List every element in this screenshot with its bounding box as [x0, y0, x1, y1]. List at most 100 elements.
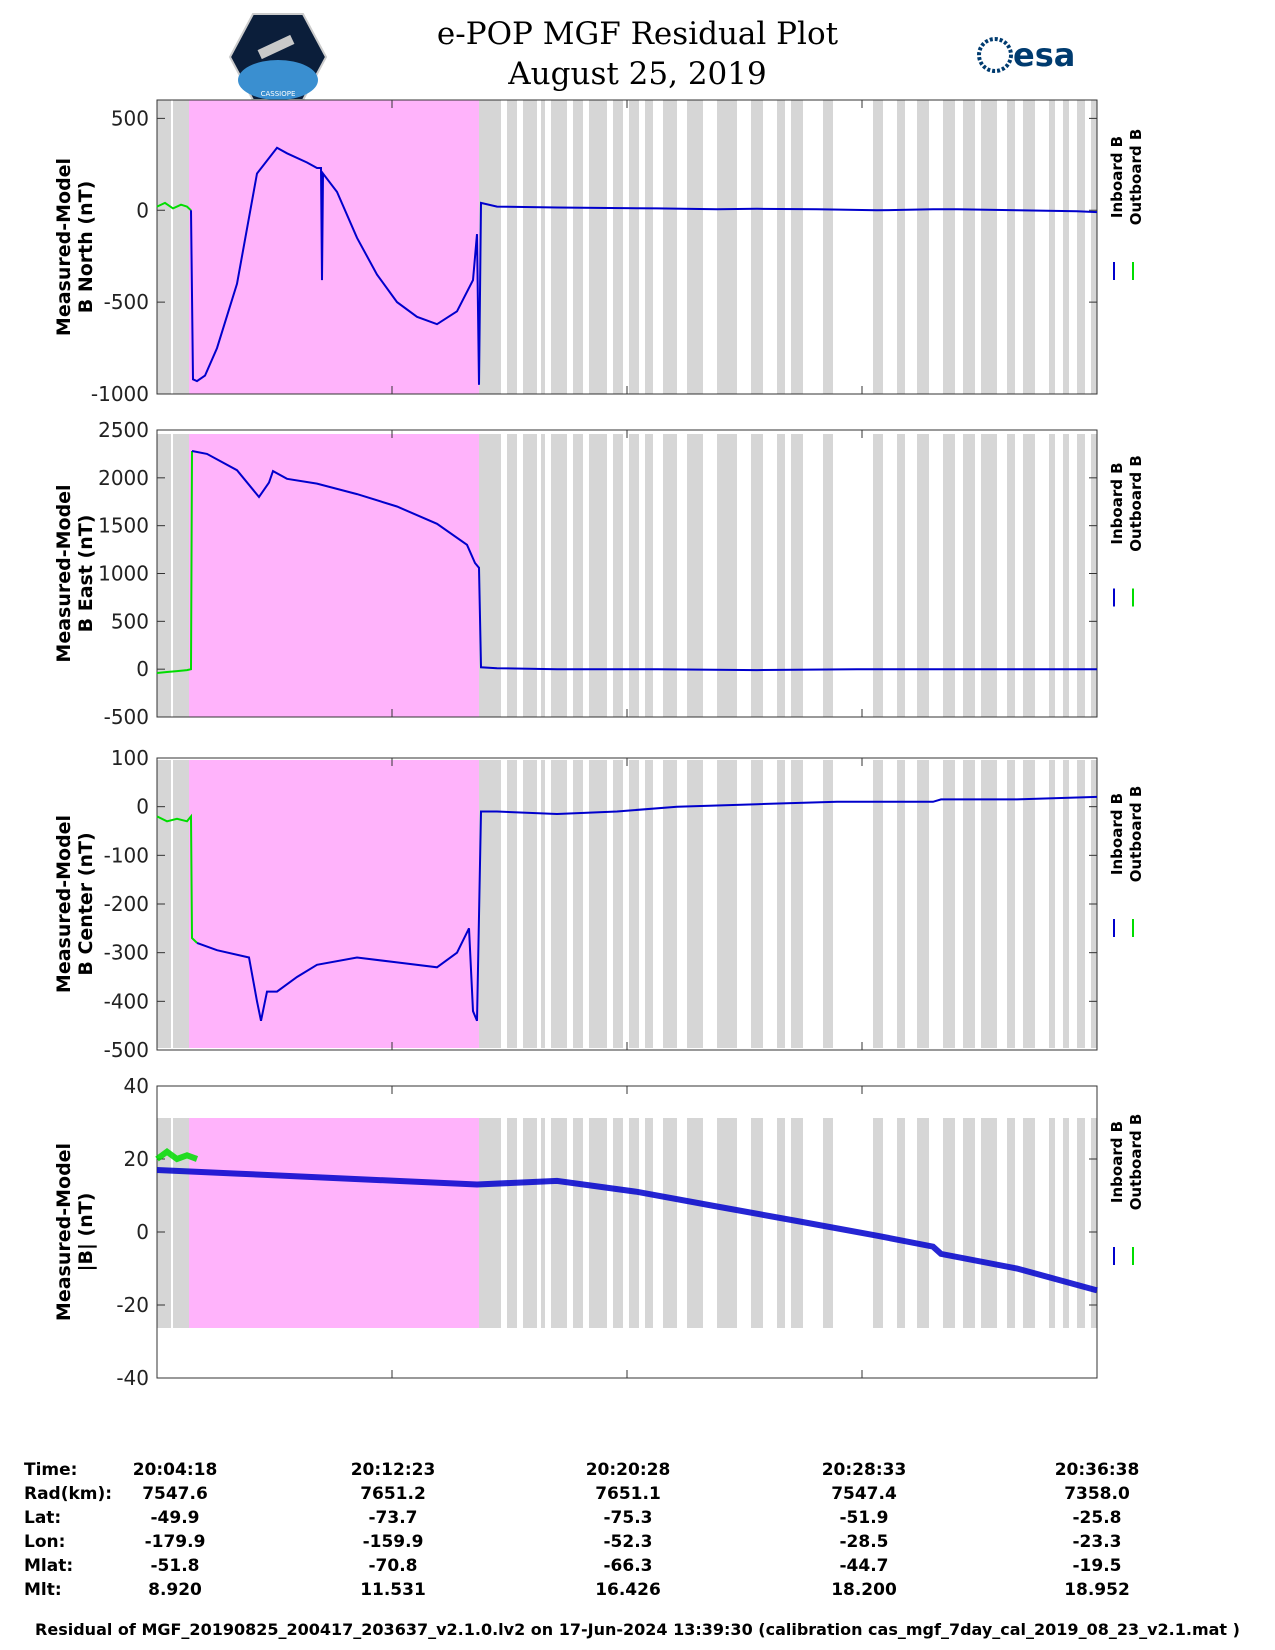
gray-band: [1023, 1118, 1035, 1328]
gray-band: [897, 760, 905, 1048]
table-cell: 7547.4: [831, 1484, 897, 1504]
y-axis-title-line: Measured-Model: [53, 158, 75, 336]
legend-outboard: Outboard B: [1127, 129, 1145, 226]
y-tick-label: -200: [104, 892, 149, 916]
gray-band: [823, 100, 833, 394]
y-tick-label: -500: [104, 1038, 149, 1062]
gray-band: [823, 1118, 833, 1328]
gray-band: [541, 434, 545, 717]
gray-band: [523, 760, 537, 1048]
gray-band: [687, 760, 703, 1048]
table-cell: -75.3: [603, 1508, 653, 1528]
legend-outboard: Outboard B: [1127, 1114, 1145, 1211]
table-cell: 20:28:33: [821, 1460, 907, 1480]
footer-caption: Residual of MGF_20190825_200417_203637_v…: [35, 1620, 1240, 1639]
gray-band: [173, 760, 189, 1048]
y-tick-label: -40: [116, 1366, 149, 1390]
gray-band: [1023, 760, 1035, 1048]
gray-band: [613, 434, 623, 717]
gray-band: [943, 434, 955, 717]
gray-band: [1007, 1118, 1015, 1328]
table-row: Mlat: -51.8 -70.8 -66.3 -44.7 -19.5: [0, 1556, 1275, 1580]
table-cell: 18.952: [1064, 1580, 1130, 1600]
y-tick-label: 0: [136, 1220, 149, 1244]
gray-band: [589, 760, 607, 1048]
y-axis-title-line: |B| (nT): [75, 1193, 97, 1272]
gray-band: [1091, 100, 1097, 394]
gray-band: [1063, 760, 1069, 1048]
gray-band: [917, 760, 929, 1048]
table-cell: -44.7: [839, 1556, 889, 1576]
gray-band: [541, 100, 545, 394]
gray-band: [1023, 100, 1035, 394]
chart-title: e-POP MGF Residual Plot August 25, 2019: [0, 14, 1275, 94]
table-cell: -28.5: [839, 1532, 889, 1552]
table-cell: -23.3: [1072, 1532, 1122, 1552]
table-cell: 7651.1: [595, 1484, 661, 1504]
gray-band: [645, 760, 653, 1048]
gray-band: [523, 434, 537, 717]
gray-band: [1077, 1118, 1085, 1328]
gray-band: [943, 100, 955, 394]
y-tick-label: 0: [136, 795, 149, 819]
legend-inboard: Inboard B: [1108, 1121, 1126, 1203]
legend-outboard: Outboard B: [1127, 455, 1145, 552]
y-tick-label: 20: [124, 1147, 149, 1171]
series-line: [156, 201, 192, 212]
y-axis-title-line: Measured-Model: [53, 815, 75, 993]
gray-band: [541, 1118, 545, 1328]
y-axis-title-line: Measured-Model: [53, 1143, 75, 1321]
gray-band: [963, 100, 975, 394]
table-cell: -70.8: [368, 1556, 418, 1576]
date-line: August 25, 2019: [508, 56, 767, 92]
gray-band: [629, 760, 639, 1048]
y-tick-label: -300: [104, 941, 149, 965]
gray-band: [873, 1118, 883, 1328]
gray-band: [507, 434, 517, 717]
legend-inboard: Inboard B: [1108, 793, 1126, 875]
table-row: Time: 20:04:18 20:12:23 20:20:28 20:28:33 20:…: [0, 1460, 1275, 1484]
gray-band: [981, 434, 997, 717]
esa-logo: esa: [977, 36, 1075, 74]
gray-band: [589, 1118, 607, 1328]
y-tick-label: 1000: [98, 562, 149, 586]
y-tick-label: -100: [104, 843, 149, 867]
table-cell: -159.9: [362, 1532, 424, 1552]
gray-band: [1023, 434, 1035, 717]
gray-band: [551, 100, 567, 394]
gray-band: [523, 100, 537, 394]
y-tick-label: -20: [116, 1293, 149, 1317]
table-cell: 11.531: [360, 1580, 426, 1600]
gray-band: [717, 100, 737, 394]
gray-band: [629, 434, 639, 717]
y-axis-title: Measured-ModelB East (nT): [53, 484, 97, 662]
gray-band: [1063, 1118, 1069, 1328]
gray-band: [663, 1118, 677, 1328]
gray-band: [717, 1118, 737, 1328]
gray-band: [573, 1118, 583, 1328]
gray-band: [873, 100, 883, 394]
table-cell: -51.8: [150, 1556, 200, 1576]
pink-region: [189, 760, 479, 1048]
row-label: Mlt:: [24, 1580, 62, 1600]
gray-band: [751, 434, 763, 717]
gray-band: [589, 100, 607, 394]
y-axis-title: Measured-ModelB North (nT): [53, 158, 97, 336]
gray-band: [663, 760, 677, 1048]
gray-band: [523, 1118, 537, 1328]
panel-east: 2500 2000 1500 1000 500 0 -500 Measured-ModelB …: [53, 418, 1145, 729]
gray-band: [589, 434, 607, 717]
gray-band: [479, 100, 501, 394]
series-line: [191, 450, 1097, 672]
gray-band: [507, 1118, 517, 1328]
gray-band: [663, 434, 677, 717]
gray-band: [823, 760, 833, 1048]
y-tick-label: -1000: [91, 382, 149, 406]
pink-region: [189, 434, 479, 717]
y-axis-title-line: Measured-Model: [53, 484, 75, 662]
series-line: [196, 795, 1098, 1022]
y-tick-label: 2500: [98, 418, 149, 442]
table-row: Mlt: 8.920 11.531 16.426 18.200 18.952: [0, 1580, 1275, 1604]
gray-band: [1063, 100, 1069, 394]
gray-band: [551, 760, 567, 1048]
